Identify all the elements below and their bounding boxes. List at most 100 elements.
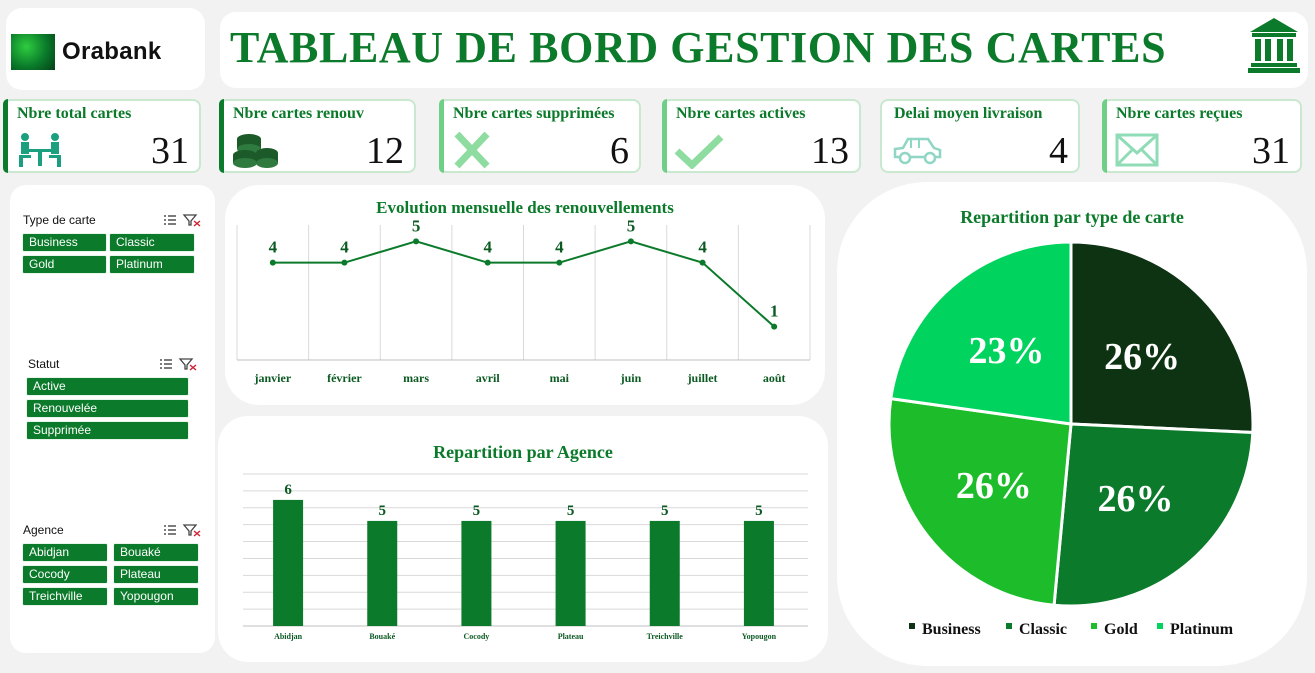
bar-tick-label: Bouaké — [369, 632, 395, 641]
kpi-label: Nbre total cartes — [17, 105, 132, 122]
coins-icon — [233, 134, 278, 168]
kpi-label: Nbre cartes reçues — [1116, 105, 1243, 122]
multi-select-icon[interactable] — [160, 359, 172, 369]
page-title: TABLEAU DE BORD GESTION DES CARTES — [230, 23, 1167, 72]
kpi-label: Nbre cartes renouv — [233, 105, 364, 122]
line-chart-title: Evolution mensuelle des renouvellements — [376, 198, 674, 217]
bar-tick-label: Yopougon — [742, 632, 777, 641]
line-tick-label: mars — [403, 371, 429, 385]
line-tick-label: avril — [476, 371, 501, 385]
slicer-toolbar — [160, 358, 197, 371]
legend-swatch — [1091, 623, 1097, 629]
line-chart: 4 janvier 4 février 5 mars 4 avril 4 mai 5 juin 4 jui… — [236, 216, 811, 385]
bar-tick-label: Treichville — [647, 632, 684, 641]
meeting-people-icon — [19, 133, 61, 167]
kpi-active-cards: Nbre cartes actives 13 — [662, 99, 861, 173]
bank-icon — [1248, 18, 1300, 73]
line-point — [627, 238, 634, 245]
line-data-label: 1 — [770, 302, 779, 321]
kpi-value: 6 — [610, 130, 629, 172]
line-point — [771, 323, 778, 330]
kpi-total-cards: Nbre total cartes 31 — [3, 99, 201, 173]
bar-chart-panel: Repartition par Agence 6 Abidjan 5 Bouaké 5 C… — [218, 416, 828, 662]
slicer-status: Statut Active Renouvelée Supprimée — [20, 353, 206, 440]
envelope-icon — [1115, 133, 1159, 167]
bar-chart-title: Repartition par Agence — [433, 442, 613, 462]
line-tick-label: juillet — [687, 371, 718, 385]
line-data-label: 4 — [269, 238, 278, 257]
clear-filter-icon[interactable] — [182, 214, 201, 227]
slicer-item-treichville[interactable]: Treichville — [22, 587, 108, 606]
legend-label: Gold — [1104, 621, 1138, 638]
slicer-toolbar — [164, 214, 201, 227]
slicer-item-yopougon[interactable]: Yopougon — [113, 587, 199, 606]
logo-panel: Orabank — [6, 8, 205, 90]
multi-select-icon[interactable] — [164, 215, 176, 225]
bar-tick-label: Cocody — [464, 632, 490, 641]
bar-data-label: 5 — [473, 503, 481, 519]
bar — [649, 520, 680, 626]
slicer-title: Statut — [28, 357, 60, 371]
kpi-label: Nbre cartes supprimées — [453, 105, 615, 122]
bar-tick-label: Abidjan — [274, 632, 303, 641]
pie-chart-panel: Repartition par type de carte 26% 26% 26% 2… — [837, 182, 1307, 666]
legend-label: Classic — [1019, 621, 1067, 638]
slicer-item-renewed[interactable]: Renouvelée — [26, 399, 189, 418]
slicer-toolbar — [164, 524, 201, 537]
bar — [367, 520, 398, 626]
bar-chart: 6 Abidjan 5 Bouaké 5 Cocody 5 Plateau 5 Treichvil… — [243, 473, 808, 641]
kpi-label: Delai moyen livraison — [894, 105, 1043, 122]
pie-slice — [889, 240, 1073, 426]
pie-slice — [1069, 240, 1255, 435]
slicer-item-cocody[interactable]: Cocody — [22, 565, 108, 584]
clear-filter-icon[interactable] — [182, 524, 201, 537]
slicer-card-type: Type de carte Business Classic Gold Plat… — [20, 209, 206, 274]
line-point — [484, 259, 491, 266]
bar-data-label: 5 — [661, 503, 669, 519]
bar — [555, 520, 586, 626]
pie-data-label: 26% — [956, 465, 1032, 507]
line-tick-label: août — [763, 371, 786, 385]
line-chart-panel: Evolution mensuelle des renouvellements … — [225, 185, 825, 405]
slicer-item-classic[interactable]: Classic — [109, 233, 195, 252]
clear-filter-icon[interactable] — [178, 358, 197, 371]
kpi-delivery-delay: Delai moyen livraison 4 — [880, 99, 1080, 173]
brand-name: Orabank — [62, 38, 162, 65]
pie-data-label: 26% — [1104, 336, 1180, 378]
slicer-item-deleted[interactable]: Supprimée — [26, 421, 189, 440]
slicer-title: Type de carte — [23, 213, 96, 227]
line-tick-label: janvier — [253, 371, 291, 385]
pie-slice — [887, 396, 1073, 607]
legend-swatch — [1157, 623, 1163, 629]
kpi-deleted-cards: Nbre cartes supprimées 6 — [439, 99, 641, 173]
slicer-agency: Agence Abidjan Bouaké Cocody Plateau Tre… — [20, 519, 206, 606]
slicer-item-abidjan[interactable]: Abidjan — [22, 543, 108, 562]
bar — [743, 520, 774, 626]
line-data-label: 5 — [412, 216, 421, 235]
slicer-item-active[interactable]: Active — [26, 377, 189, 396]
bar-data-label: 5 — [379, 503, 387, 519]
line-data-label: 4 — [340, 238, 349, 257]
pie-data-label: 23% — [969, 330, 1045, 372]
multi-select-icon[interactable] — [164, 525, 176, 535]
bar-data-label: 6 — [284, 482, 292, 498]
bar — [273, 499, 304, 626]
pie-chart: 26% 26% 26% 23% Business Classic Gold Platinum — [887, 240, 1255, 638]
slicer-item-bouake[interactable]: Bouaké — [113, 543, 199, 562]
slicer-title: Agence — [23, 523, 64, 537]
bar — [461, 520, 492, 626]
slicer-item-platinum[interactable]: Platinum — [109, 255, 195, 274]
kpi-value: 13 — [811, 130, 849, 172]
slicer-item-gold[interactable]: Gold — [22, 255, 107, 274]
pie-chart-title: Repartition par type de carte — [960, 207, 1184, 227]
slicer-item-plateau[interactable]: Plateau — [113, 565, 199, 584]
bar-data-label: 5 — [755, 503, 763, 519]
line-point — [413, 238, 420, 245]
line-data-label: 4 — [555, 238, 564, 257]
orabank-logo-icon — [11, 34, 55, 70]
kpi-value: 31 — [1252, 130, 1290, 172]
slicer-item-business[interactable]: Business — [22, 233, 107, 252]
line-point — [341, 259, 348, 266]
kpi-renewed-cards: Nbre cartes renouv 12 — [219, 99, 416, 173]
line-point — [556, 259, 563, 266]
